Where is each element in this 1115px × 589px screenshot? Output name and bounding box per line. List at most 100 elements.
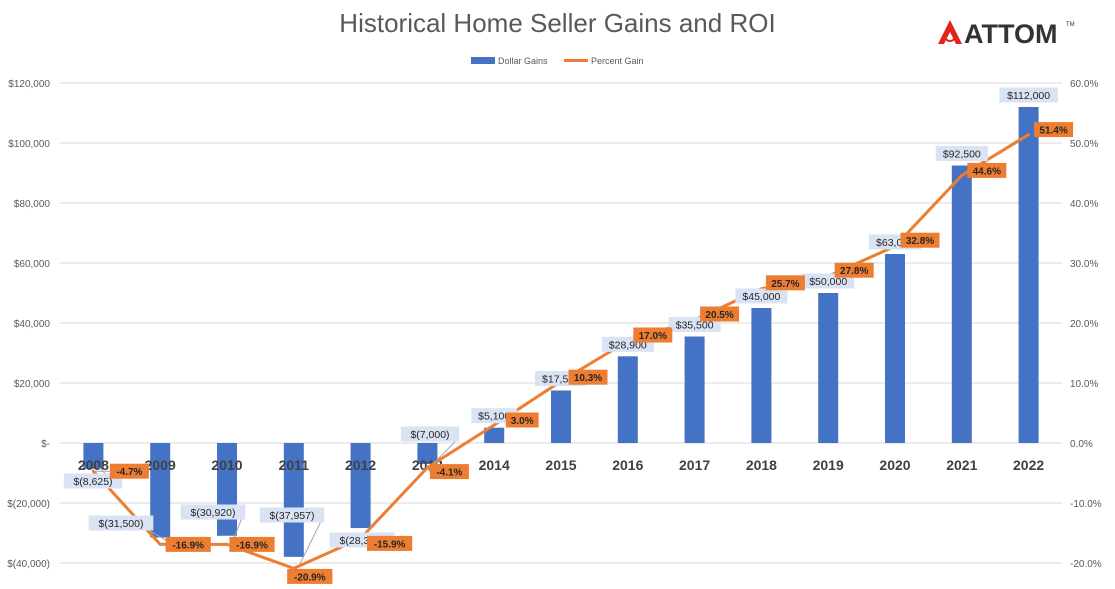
left-tick-label: $20,000 bbox=[14, 379, 51, 390]
leader-line bbox=[426, 467, 431, 472]
category-label: 2018 bbox=[746, 457, 777, 473]
bar bbox=[818, 293, 839, 443]
category-label: 2019 bbox=[813, 457, 844, 473]
percent-value-label-box bbox=[229, 536, 275, 552]
bar-value-label-box bbox=[935, 146, 988, 161]
leader-line bbox=[299, 522, 321, 565]
percent-value-label-box bbox=[700, 306, 740, 322]
right-tick-label: 20.0% bbox=[1070, 319, 1098, 330]
brand-trademark: TM bbox=[1066, 22, 1075, 28]
percent-value-label: -4.7% bbox=[116, 467, 142, 478]
bar bbox=[350, 443, 371, 529]
legend: Dollar Gains Percent Gain bbox=[471, 56, 644, 66]
bar-value-label-box bbox=[735, 288, 788, 304]
bar bbox=[417, 443, 438, 464]
percent-value-label-box bbox=[765, 275, 805, 291]
leader-line bbox=[149, 530, 167, 541]
percent-value-label-box bbox=[367, 535, 413, 551]
legend-label-dollar-gains: Dollar Gains bbox=[498, 56, 548, 66]
percent-value-label: 27.8% bbox=[840, 266, 868, 277]
right-tick-label: 10.0% bbox=[1070, 379, 1098, 390]
right-tick-label: 0.0% bbox=[1070, 439, 1093, 450]
attom-logo: ATTOM TM bbox=[938, 19, 1075, 48]
percent-value-label: 51.4% bbox=[1039, 126, 1067, 137]
line-point bbox=[1027, 133, 1031, 137]
bar bbox=[551, 390, 571, 443]
brand-name: ATTOM bbox=[964, 19, 1058, 48]
percent-value-label-box bbox=[834, 262, 874, 278]
bar-value-label-box bbox=[471, 408, 518, 424]
bar bbox=[484, 427, 505, 443]
legend-label-percent-gain: Percent Gain bbox=[591, 56, 644, 66]
legend-swatch-dollar-gains bbox=[471, 57, 495, 64]
percent-value-label-box bbox=[109, 463, 149, 479]
leader-line bbox=[433, 441, 456, 464]
bar-value-label: $(7,000) bbox=[410, 429, 449, 441]
category-label: 2016 bbox=[612, 457, 643, 473]
percent-value-label: 20.5% bbox=[705, 310, 733, 321]
bar-value-label-box bbox=[259, 507, 325, 523]
line-point bbox=[492, 423, 496, 427]
percent-value-label-box bbox=[568, 369, 608, 385]
category-label: 2017 bbox=[679, 457, 710, 473]
bar-value-label-box bbox=[400, 426, 460, 442]
percent-value-label-box bbox=[1034, 122, 1074, 138]
category-label: 2015 bbox=[545, 457, 576, 473]
percent-value-label: 10.3% bbox=[574, 373, 602, 384]
bar bbox=[951, 165, 972, 443]
percent-value-label: 44.6% bbox=[973, 166, 1001, 177]
right-tick-label: -20.0% bbox=[1070, 559, 1102, 570]
percent-value-label: -16.9% bbox=[172, 540, 204, 551]
logo-mark-icon bbox=[938, 20, 962, 44]
left-tick-label: $80,000 bbox=[14, 199, 51, 210]
category-label: 2021 bbox=[946, 457, 977, 473]
percent-value-label: 17.0% bbox=[639, 331, 667, 342]
bar-value-label: $35,500 bbox=[676, 320, 714, 332]
percent-value-label-box bbox=[165, 536, 211, 552]
percent-value-label-box bbox=[287, 568, 333, 584]
left-y-axis: $120,000 $100,000 $80,000 $60,000 $40,000 $20… bbox=[7, 79, 50, 570]
bar bbox=[617, 356, 638, 443]
bar bbox=[751, 308, 772, 443]
bar bbox=[83, 443, 104, 469]
percent-value-label: -15.9% bbox=[374, 539, 406, 550]
right-tick-label: 30.0% bbox=[1070, 259, 1098, 270]
bar-value-label-box bbox=[180, 504, 246, 520]
bar-value-label: $5,100 bbox=[478, 411, 510, 423]
category-label: 2022 bbox=[1013, 457, 1044, 473]
category-label: 2010 bbox=[211, 457, 242, 473]
bar-value-label: $112,000 bbox=[1007, 90, 1050, 102]
line-point bbox=[960, 173, 964, 177]
bar-value-label: $(31,500) bbox=[99, 518, 144, 530]
left-tick-label: $(40,000) bbox=[7, 559, 50, 570]
bar-value-label-box bbox=[63, 473, 123, 489]
percent-value-label: -20.9% bbox=[294, 572, 326, 583]
percent-value-label: 25.7% bbox=[771, 279, 799, 290]
right-tick-label: 60.0% bbox=[1070, 79, 1098, 90]
gridlines bbox=[60, 82, 1062, 564]
right-tick-label: 50.0% bbox=[1070, 139, 1098, 150]
bar-value-label: $50,000 bbox=[809, 276, 847, 288]
percent-value-label: 32.8% bbox=[906, 236, 934, 247]
bar-value-label-box bbox=[999, 87, 1058, 103]
bar bbox=[150, 443, 171, 538]
percent-value-label-box bbox=[900, 232, 940, 248]
bar-value-label-box bbox=[88, 515, 154, 531]
bar-value-label: $45,000 bbox=[742, 291, 780, 303]
category-label: 2014 bbox=[479, 457, 510, 473]
percent-value-label-box bbox=[505, 412, 539, 428]
bar bbox=[283, 443, 304, 557]
bar-series-dollar-gains bbox=[83, 107, 1039, 557]
left-tick-label: $40,000 bbox=[14, 319, 51, 330]
left-tick-label: $120,000 bbox=[8, 79, 50, 90]
left-tick-label: $100,000 bbox=[8, 139, 50, 150]
category-label: 2009 bbox=[145, 457, 176, 473]
percent-value-label: -16.9% bbox=[236, 540, 268, 551]
percent-value-label: 3.0% bbox=[511, 416, 534, 427]
right-y-axis: 60.0% 50.0% 40.0% 30.0% 20.0% 10.0% 0.0% -10.0%… bbox=[1070, 79, 1102, 570]
percent-value-label-box bbox=[633, 327, 673, 343]
category-label: 2020 bbox=[879, 457, 910, 473]
percent-value-label-box bbox=[429, 464, 469, 480]
chart-title: Historical Home Seller Gains and ROI bbox=[339, 8, 776, 38]
